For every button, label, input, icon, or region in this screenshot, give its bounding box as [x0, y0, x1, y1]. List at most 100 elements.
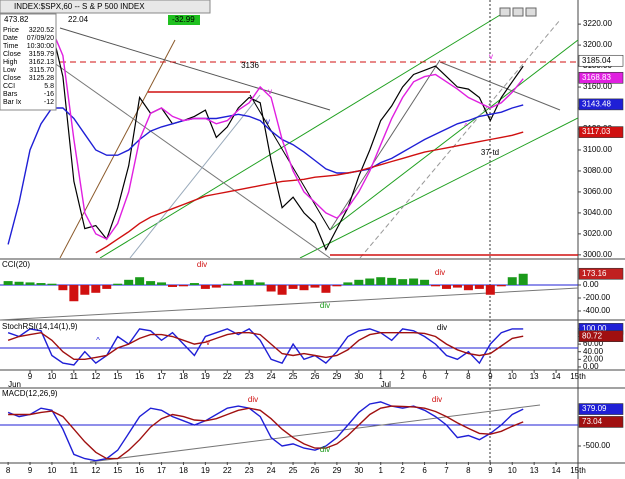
x-tick-label: 12	[91, 372, 100, 381]
annotation: div	[248, 395, 258, 404]
histogram-bar	[36, 283, 46, 286]
info-label: Low	[3, 67, 17, 74]
histogram-bar	[485, 285, 495, 295]
y-tick-label: 3220.00	[583, 19, 612, 28]
series-line	[8, 405, 524, 460]
info-label: Price	[3, 27, 19, 34]
annotation: div	[432, 395, 442, 404]
info-panel	[0, 13, 57, 111]
value-box	[578, 54, 624, 67]
window-button[interactable]	[512, 7, 524, 17]
x-tick-label: 24	[267, 466, 276, 475]
y-tick-label: 40.00	[583, 347, 604, 356]
value-box-label: 173.16	[582, 269, 607, 278]
panel-title: MACD(12,26,9)	[2, 389, 58, 398]
info-label: Time	[3, 43, 18, 50]
trend-line	[59, 39, 176, 258]
y-tick-label: 3060.00	[583, 187, 612, 196]
annotation: div	[197, 260, 207, 269]
annotation: 37-td	[481, 148, 499, 157]
histogram-bar	[200, 285, 210, 289]
stat-value: 22.04	[68, 15, 89, 24]
y-tick-label: -500.00	[583, 441, 611, 450]
trend-line	[89, 404, 541, 463]
trend-line	[59, 27, 331, 111]
x-tick-label: 11	[70, 466, 79, 475]
annotation: v	[266, 117, 270, 126]
y-tick-label: 0.00	[583, 280, 599, 289]
y-tick-label: 60.00	[583, 339, 604, 348]
x-tick-label: 10	[508, 372, 517, 381]
trend-line	[329, 59, 441, 231]
trend-line	[0, 287, 579, 321]
y-tick-label: -400.00	[583, 306, 611, 315]
x-tick-label: 8	[6, 466, 11, 475]
info-value: 3162.13	[29, 59, 54, 66]
channel-line	[329, 39, 578, 231]
histogram-bar	[518, 273, 528, 286]
x-tick-label: 29	[332, 372, 341, 381]
value-box	[578, 330, 624, 343]
histogram-bar	[310, 285, 320, 288]
info-value: 3125.28	[29, 75, 54, 82]
histogram-bar	[332, 285, 342, 287]
info-value: -16	[44, 91, 54, 98]
window-button[interactable]	[499, 7, 511, 17]
histogram-bar	[146, 281, 156, 286]
y-tick-label: 3040.00	[583, 208, 612, 217]
y-tick-label: 3000.00	[583, 250, 612, 259]
cci-panel	[3, 273, 528, 302]
value-box-label: 3185.04	[582, 56, 611, 65]
histogram-bar	[189, 283, 199, 286]
histogram-bar	[211, 285, 221, 288]
annotation: v	[206, 338, 210, 347]
x-tick-label: 11	[70, 372, 79, 381]
histogram-bar	[91, 285, 101, 293]
series-line	[95, 131, 524, 254]
x-tick-label: 10	[47, 466, 56, 475]
info-value: 5.8	[44, 83, 54, 90]
info-value: 10:30:00	[27, 43, 54, 50]
histogram-bar	[420, 279, 430, 286]
x-tick-label: 15	[113, 466, 122, 475]
histogram-bar	[299, 285, 309, 291]
info-label: Close	[3, 51, 21, 58]
x-tick-label: 8	[466, 372, 471, 381]
x-tick-label: 1	[379, 372, 384, 381]
histogram-bar	[255, 282, 265, 286]
header-bar	[0, 0, 211, 14]
x-tick-label: 7	[444, 372, 449, 381]
x-tick-label: 16	[135, 372, 144, 381]
x-tick-label: 14	[552, 372, 561, 381]
window-button[interactable]	[525, 7, 537, 17]
x-tick-label: 9	[488, 466, 493, 475]
x-tick-label: 30	[354, 466, 363, 475]
x-tick-label: 8	[466, 466, 471, 475]
trend-line	[359, 19, 561, 258]
value-box-label: 73.04	[582, 417, 603, 426]
histogram-bar	[474, 285, 484, 289]
trend-line	[439, 61, 561, 111]
histogram-bar	[409, 278, 419, 286]
x-tick-label: 7	[444, 466, 449, 475]
x-tick-label: 19	[201, 466, 210, 475]
annotation: div	[320, 445, 330, 454]
x-tick-label: 29	[332, 466, 341, 475]
x-tick-label: 6	[422, 466, 427, 475]
annotation: div	[435, 268, 445, 277]
series-line	[51, 29, 524, 240]
y-tick-label: 20.00	[583, 354, 604, 363]
histogram-bar	[387, 277, 397, 286]
x-tick-label: 26	[311, 466, 320, 475]
histogram-bar	[222, 283, 232, 286]
y-tick-label: 3100.00	[583, 145, 612, 154]
x-tick-label: 9	[28, 466, 33, 475]
value-box-label: 3117.03	[582, 127, 611, 136]
x-tick-label: 18	[179, 466, 188, 475]
x-tick-label: 6	[422, 372, 427, 381]
histogram-bar	[321, 285, 331, 293]
value-box-label: 379.09	[582, 404, 607, 413]
x-tick-label: 13	[530, 466, 539, 475]
histogram-bar	[80, 285, 90, 295]
macd-panel	[7, 401, 524, 462]
